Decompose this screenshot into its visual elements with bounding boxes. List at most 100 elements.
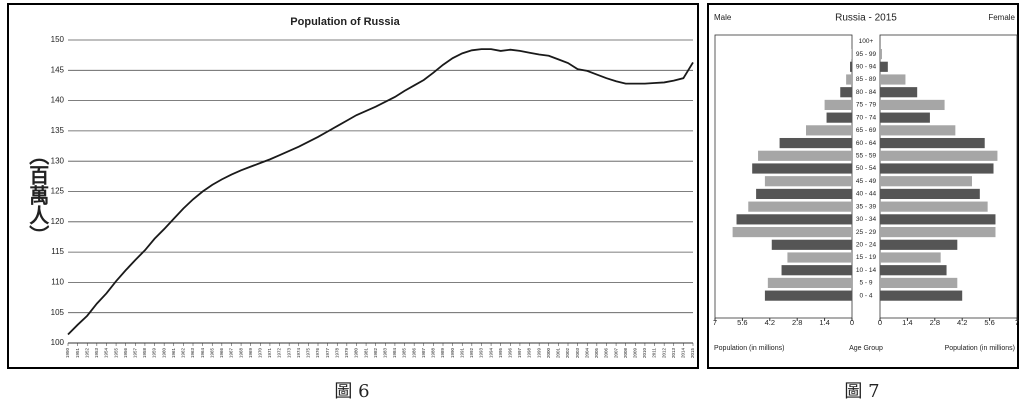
x-tick-label: 2009: [632, 348, 637, 359]
y-tick-label: 35 - 39: [856, 203, 877, 210]
x-tick-label: 1965: [209, 348, 214, 359]
x-tick-label: 1976: [315, 348, 320, 359]
x-tick-label: 1999: [536, 348, 541, 359]
y-tick-label: 110: [51, 278, 64, 287]
x-tick-label: 1982: [373, 348, 378, 359]
y-tick-label: 45 - 49: [856, 178, 877, 185]
bar: [765, 291, 852, 301]
bar: [880, 189, 980, 199]
y-tick-label: 0 - 4: [859, 292, 872, 299]
y-tick-label: 50 - 54: [856, 165, 877, 172]
y-tick-label: 55 - 59: [856, 153, 877, 160]
y-tick-label: 85 - 89: [856, 76, 877, 83]
x-tick-label: 1962: [181, 348, 186, 359]
bar: [756, 189, 852, 199]
bar: [846, 74, 852, 84]
chart-title: Population of Russia: [290, 16, 400, 28]
x-tick-label: 1983: [382, 348, 387, 359]
bar: [880, 202, 988, 212]
bar: [758, 151, 852, 161]
x-tick-label: 1970: [257, 348, 262, 359]
x-tick-label: 1988: [431, 348, 436, 359]
bar: [880, 62, 888, 72]
x-tick-label: 2003: [575, 348, 580, 359]
bar: [880, 138, 985, 148]
x-tick-label: 2010: [642, 348, 647, 359]
x-tick-label: 1959: [152, 348, 157, 359]
x-tick-label: 2001: [556, 348, 561, 359]
x-tick-label: 1987: [421, 348, 426, 359]
x-tick-label: 1967: [229, 348, 234, 359]
x-tick-label: 1998: [527, 348, 532, 359]
bar: [850, 62, 852, 72]
bar: [880, 291, 962, 301]
x-tick-label: 1994: [488, 348, 493, 359]
y-tick-label: 65 - 69: [856, 127, 877, 134]
y-tick-label: 140: [51, 96, 65, 105]
bar: [880, 252, 941, 262]
x-tick-label: 4.2: [957, 318, 967, 327]
x-axis-label: Population (in millions): [945, 345, 1015, 352]
x-tick-label: 1977: [325, 348, 330, 359]
x-tick-label: 1951: [75, 348, 80, 359]
bar: [880, 176, 972, 186]
x-tick-label: 2008: [623, 348, 628, 359]
bar: [880, 49, 882, 59]
y-tick-label: 25 - 29: [856, 229, 877, 236]
bar: [825, 100, 852, 110]
y-axis-label: （百萬人）: [26, 145, 49, 245]
bar: [806, 125, 852, 135]
x-tick-label: 1969: [248, 348, 253, 359]
x-tick-label: 1952: [84, 348, 89, 359]
x-tick-label: 1975: [306, 348, 311, 359]
bar: [782, 265, 852, 275]
bar: [737, 214, 852, 224]
x-tick-label: 2000: [546, 348, 551, 359]
y-tick-label: 40 - 44: [856, 191, 877, 198]
y-tick-label: 120: [51, 217, 65, 226]
x-tick-label: 2004: [584, 348, 589, 359]
legend-label: Female: [988, 13, 1015, 22]
y-tick-label: 70 - 74: [856, 114, 877, 121]
bar: [765, 176, 852, 186]
x-tick-label: 1963: [190, 348, 195, 359]
x-tick-label: 5.6: [737, 318, 747, 327]
x-tick-label: 1954: [104, 348, 109, 359]
x-tick-label: 1950: [65, 348, 70, 359]
x-tick-label: 5.6: [984, 318, 994, 327]
x-tick-label: 1958: [142, 348, 147, 359]
x-tick-label: 2015: [690, 348, 695, 359]
bar: [752, 163, 852, 173]
x-tick-label: 1989: [440, 348, 445, 359]
x-tick-label: 1995: [498, 348, 503, 359]
y-tick-label: 100+: [859, 38, 874, 45]
y-tick-label: 95 - 99: [856, 51, 877, 58]
bar: [840, 87, 852, 97]
x-tick-label: 2007: [613, 348, 618, 359]
x-tick-label: 2011: [652, 348, 657, 358]
x-tick-label: 1991: [459, 348, 464, 359]
x-tick-label: 2.8: [792, 318, 802, 327]
x-tick-label: 1992: [469, 348, 474, 359]
x-tick-label: 1978: [334, 348, 339, 359]
x-tick-label: 2002: [565, 348, 570, 359]
x-tick-label: 1957: [132, 348, 137, 359]
y-tick-label: 115: [51, 247, 64, 256]
x-tick-label: 1960: [161, 348, 166, 359]
x-tick-label: 1973: [286, 348, 291, 359]
x-tick-label: 1997: [517, 348, 522, 359]
x-axis-label: Population (in millions): [714, 345, 784, 352]
caption: 圖 6: [334, 381, 369, 402]
y-tick-label: 15 - 19: [856, 254, 877, 261]
x-tick-label: 1955: [113, 348, 118, 359]
bar: [880, 113, 930, 123]
bar: [787, 252, 852, 262]
y-tick-label: 10 - 14: [856, 267, 877, 274]
bar: [880, 278, 957, 288]
y-tick-label: 105: [51, 308, 65, 317]
legend-label: Male: [714, 13, 732, 22]
bar: [733, 227, 852, 237]
x-tick-label: 7: [1015, 318, 1019, 327]
y-tick-label: 20 - 24: [856, 242, 877, 249]
